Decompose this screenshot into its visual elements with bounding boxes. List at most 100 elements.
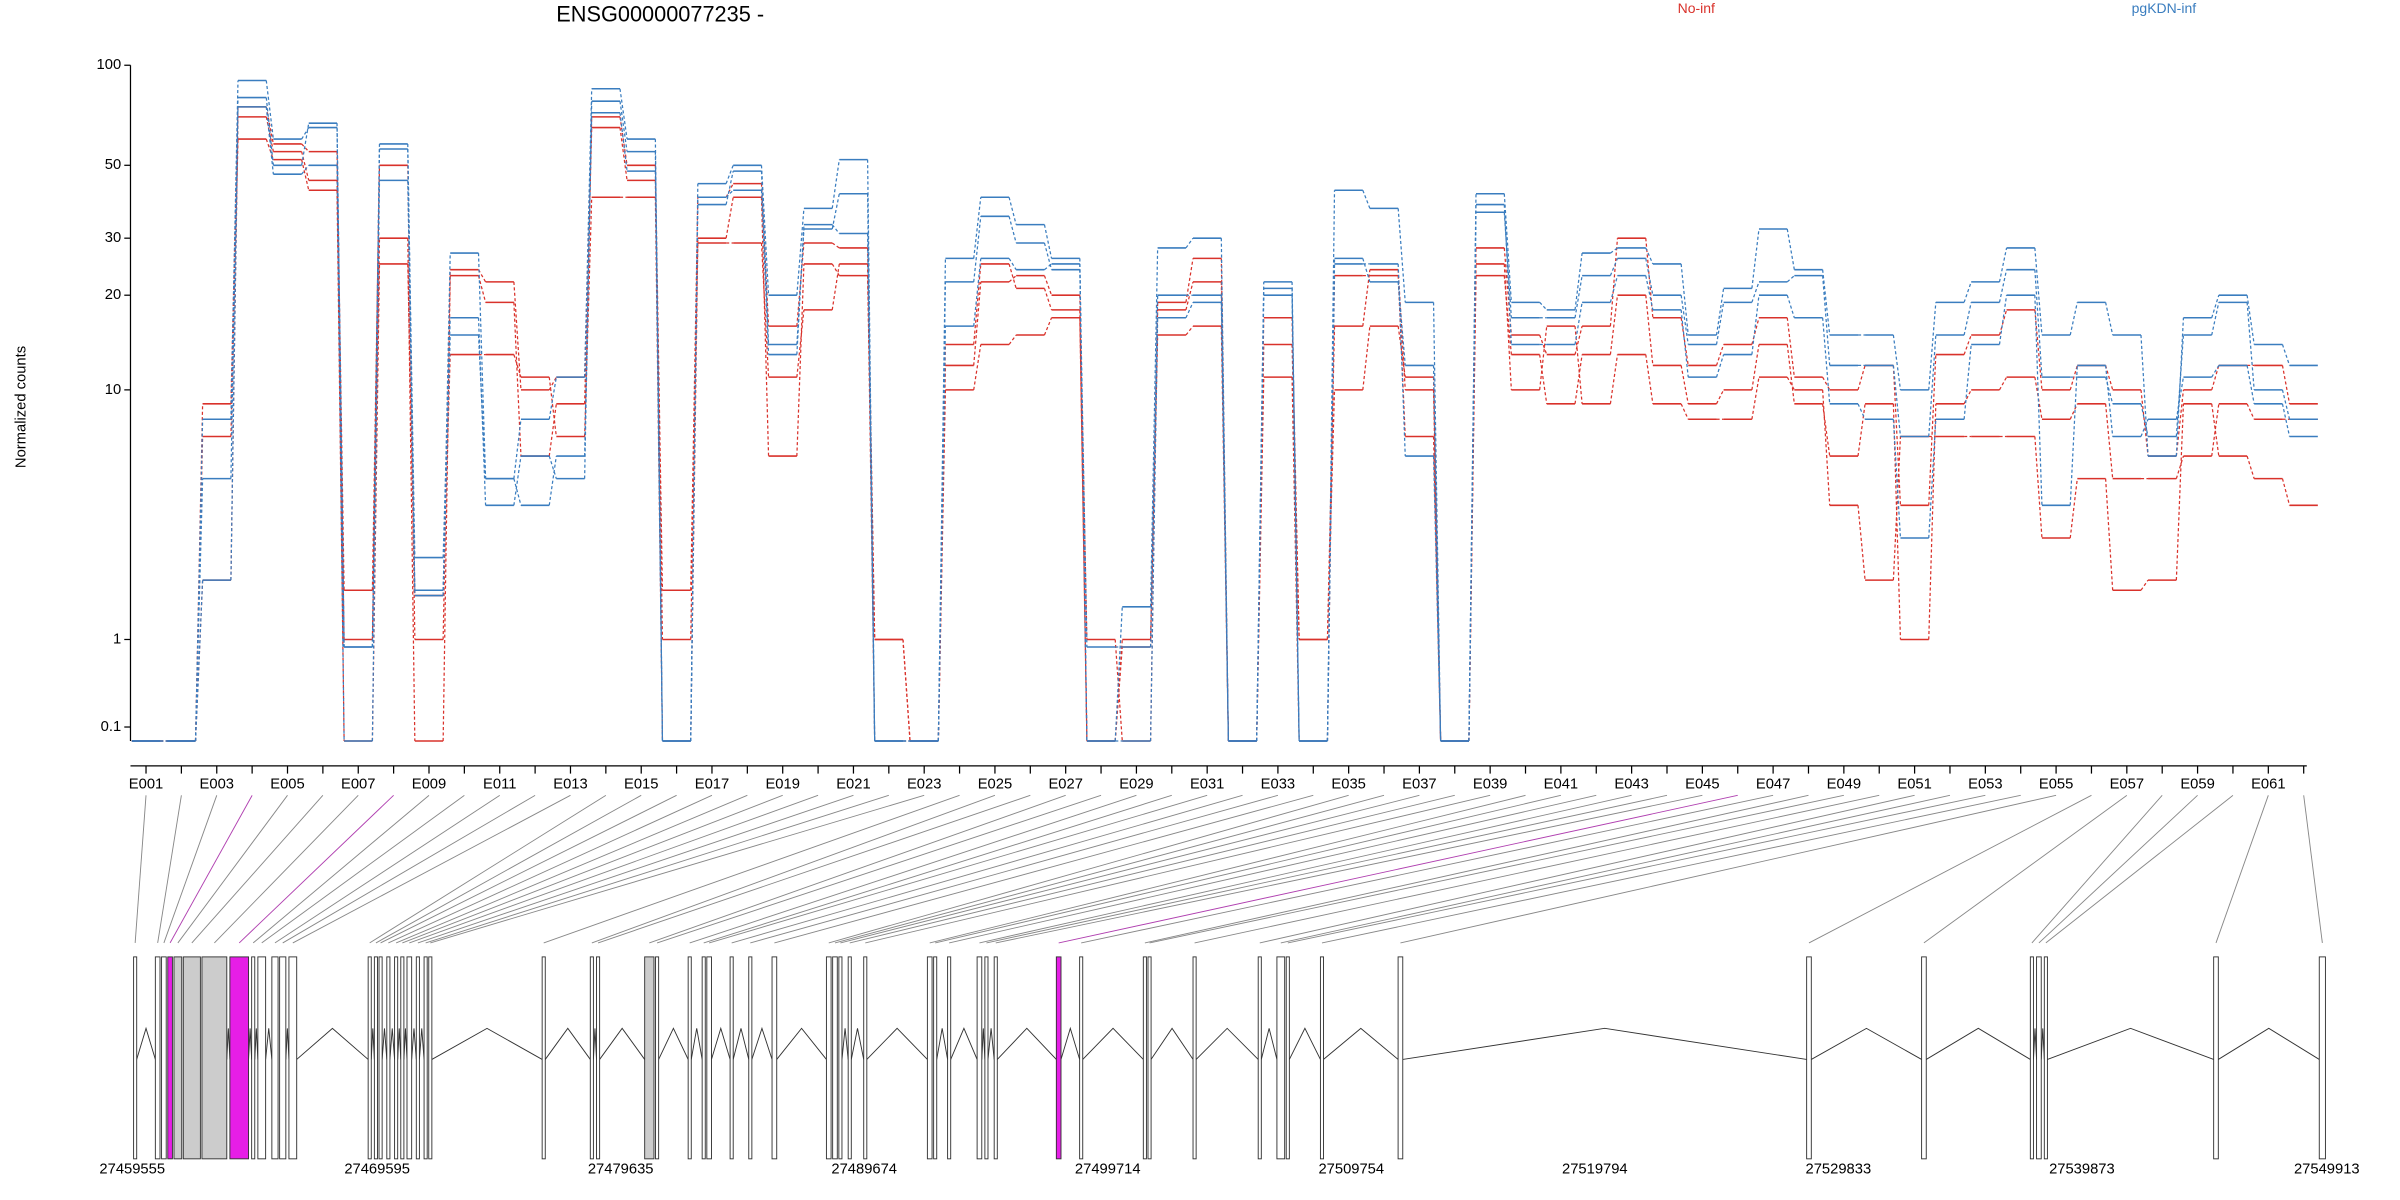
count-transition	[1786, 275, 1795, 283]
count-transition	[265, 138, 274, 160]
count-transition	[1609, 354, 1619, 404]
exon	[1397, 956, 1404, 1160]
x-tick-label: E021	[836, 776, 870, 792]
count-transition	[336, 123, 345, 648]
intron	[2032, 1028, 2038, 1060]
exon-connector	[689, 794, 1137, 944]
count-transition	[1326, 389, 1336, 640]
genomic-tick-label: 27539873	[2049, 1162, 2115, 1178]
exon-connector	[935, 794, 1561, 944]
intron	[285, 1028, 290, 1060]
count-transition	[1397, 269, 1406, 390]
count-transition	[1715, 389, 1725, 405]
count-transition	[1079, 263, 1088, 741]
count-transition	[1645, 275, 1654, 310]
count-transition	[2246, 302, 2255, 390]
count-transition	[1928, 354, 1937, 506]
count-transition	[1503, 193, 1512, 303]
exon	[933, 956, 938, 1160]
count-transition	[442, 335, 451, 591]
count-transition	[2140, 419, 2149, 437]
count-transition	[371, 148, 381, 648]
count-transition	[1786, 344, 1795, 404]
count-transition	[194, 419, 204, 741]
count-transition	[301, 164, 310, 175]
exon-connector	[1058, 794, 1738, 944]
exon	[367, 956, 372, 1160]
intron	[265, 1028, 273, 1060]
intron	[403, 1028, 408, 1060]
intron	[776, 1027, 827, 1060]
intron	[850, 1028, 865, 1060]
exon-connector	[2038, 794, 2198, 944]
count-transition	[1786, 228, 1795, 270]
exon	[2036, 956, 2042, 1160]
intron	[1195, 1027, 1259, 1060]
exon-connector	[292, 794, 571, 944]
exon-connector	[834, 794, 1385, 944]
exon-connector	[425, 794, 889, 944]
exon-connector	[274, 794, 500, 944]
intron	[1402, 1027, 1807, 1060]
count-transition	[2211, 295, 2220, 318]
count-transition	[619, 88, 628, 140]
exon	[251, 956, 256, 1160]
count-transition	[265, 106, 274, 175]
exon	[926, 956, 933, 1160]
count-transition	[725, 171, 734, 205]
exon	[541, 956, 546, 1160]
count-transition	[831, 242, 840, 249]
y-tick-label: 100	[97, 57, 122, 73]
exon	[847, 956, 852, 1160]
x-tick-label: E061	[2251, 776, 2285, 792]
count-transition	[1043, 224, 1053, 259]
count-transition	[1362, 269, 1371, 327]
count-transition	[1645, 354, 1654, 404]
count-transition	[1680, 403, 1689, 420]
exon	[1079, 956, 1084, 1160]
exon	[2029, 956, 2034, 1160]
count-transition	[1362, 326, 1371, 390]
exon	[706, 956, 712, 1160]
count-transition	[1822, 389, 1831, 506]
intron	[296, 1027, 369, 1060]
count-transition	[1574, 302, 1583, 345]
count-transition	[230, 106, 239, 581]
count-transition	[2175, 377, 2185, 420]
exon-connector	[1923, 794, 2128, 944]
count-transition	[1892, 419, 1902, 539]
count-transition	[2175, 403, 2185, 581]
exon	[415, 956, 420, 1160]
count-transition	[1645, 258, 1654, 296]
exon-connector	[656, 794, 1102, 944]
exon-connector	[369, 794, 607, 944]
count-transition	[2104, 478, 2114, 591]
count-transition	[1044, 263, 1052, 271]
x-tick-label: E051	[1897, 776, 1931, 792]
exon	[271, 956, 279, 1160]
x-tick-label: E039	[1473, 776, 1507, 792]
count-transition	[1715, 302, 1725, 345]
intron	[711, 1026, 731, 1060]
x-tick-label: E055	[2039, 776, 2073, 792]
count-transition	[1680, 365, 1689, 404]
intron	[751, 1026, 773, 1060]
exon-connector	[1259, 794, 1915, 944]
exon	[229, 956, 250, 1160]
count-transition	[2246, 365, 2255, 404]
count-transition	[1291, 377, 1300, 741]
count-transition	[1397, 263, 1406, 457]
count-transition	[1928, 419, 1937, 539]
exon	[947, 956, 952, 1160]
chart-title: ENSG00000077235 -	[556, 1, 764, 26]
exon-connector	[597, 794, 1031, 944]
count-transition	[1220, 302, 1230, 741]
exon	[838, 956, 843, 1160]
count-transition	[1751, 377, 1760, 420]
count-transition	[1185, 325, 1194, 336]
exon	[863, 956, 868, 1160]
count-transition	[796, 242, 805, 327]
exon-connector	[388, 794, 713, 944]
count-transition	[513, 478, 522, 506]
